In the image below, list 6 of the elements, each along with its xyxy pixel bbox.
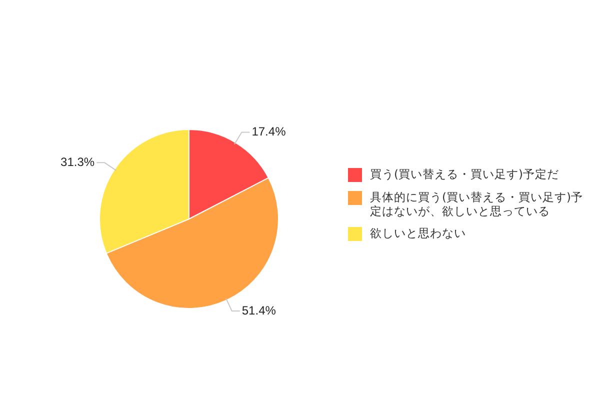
legend-label: 具体的に買う(買い替える・買い足す)予定はないが、欲しいと思っている <box>370 190 584 218</box>
legend-label: 欲しいと思わない <box>370 226 466 240</box>
data-label: 31.3% <box>60 154 95 169</box>
legend-label: 買う(買い替える・買い足す)予定だ <box>370 167 559 181</box>
data-label: 51.4% <box>242 303 276 318</box>
data-label: 17.4% <box>252 124 286 139</box>
